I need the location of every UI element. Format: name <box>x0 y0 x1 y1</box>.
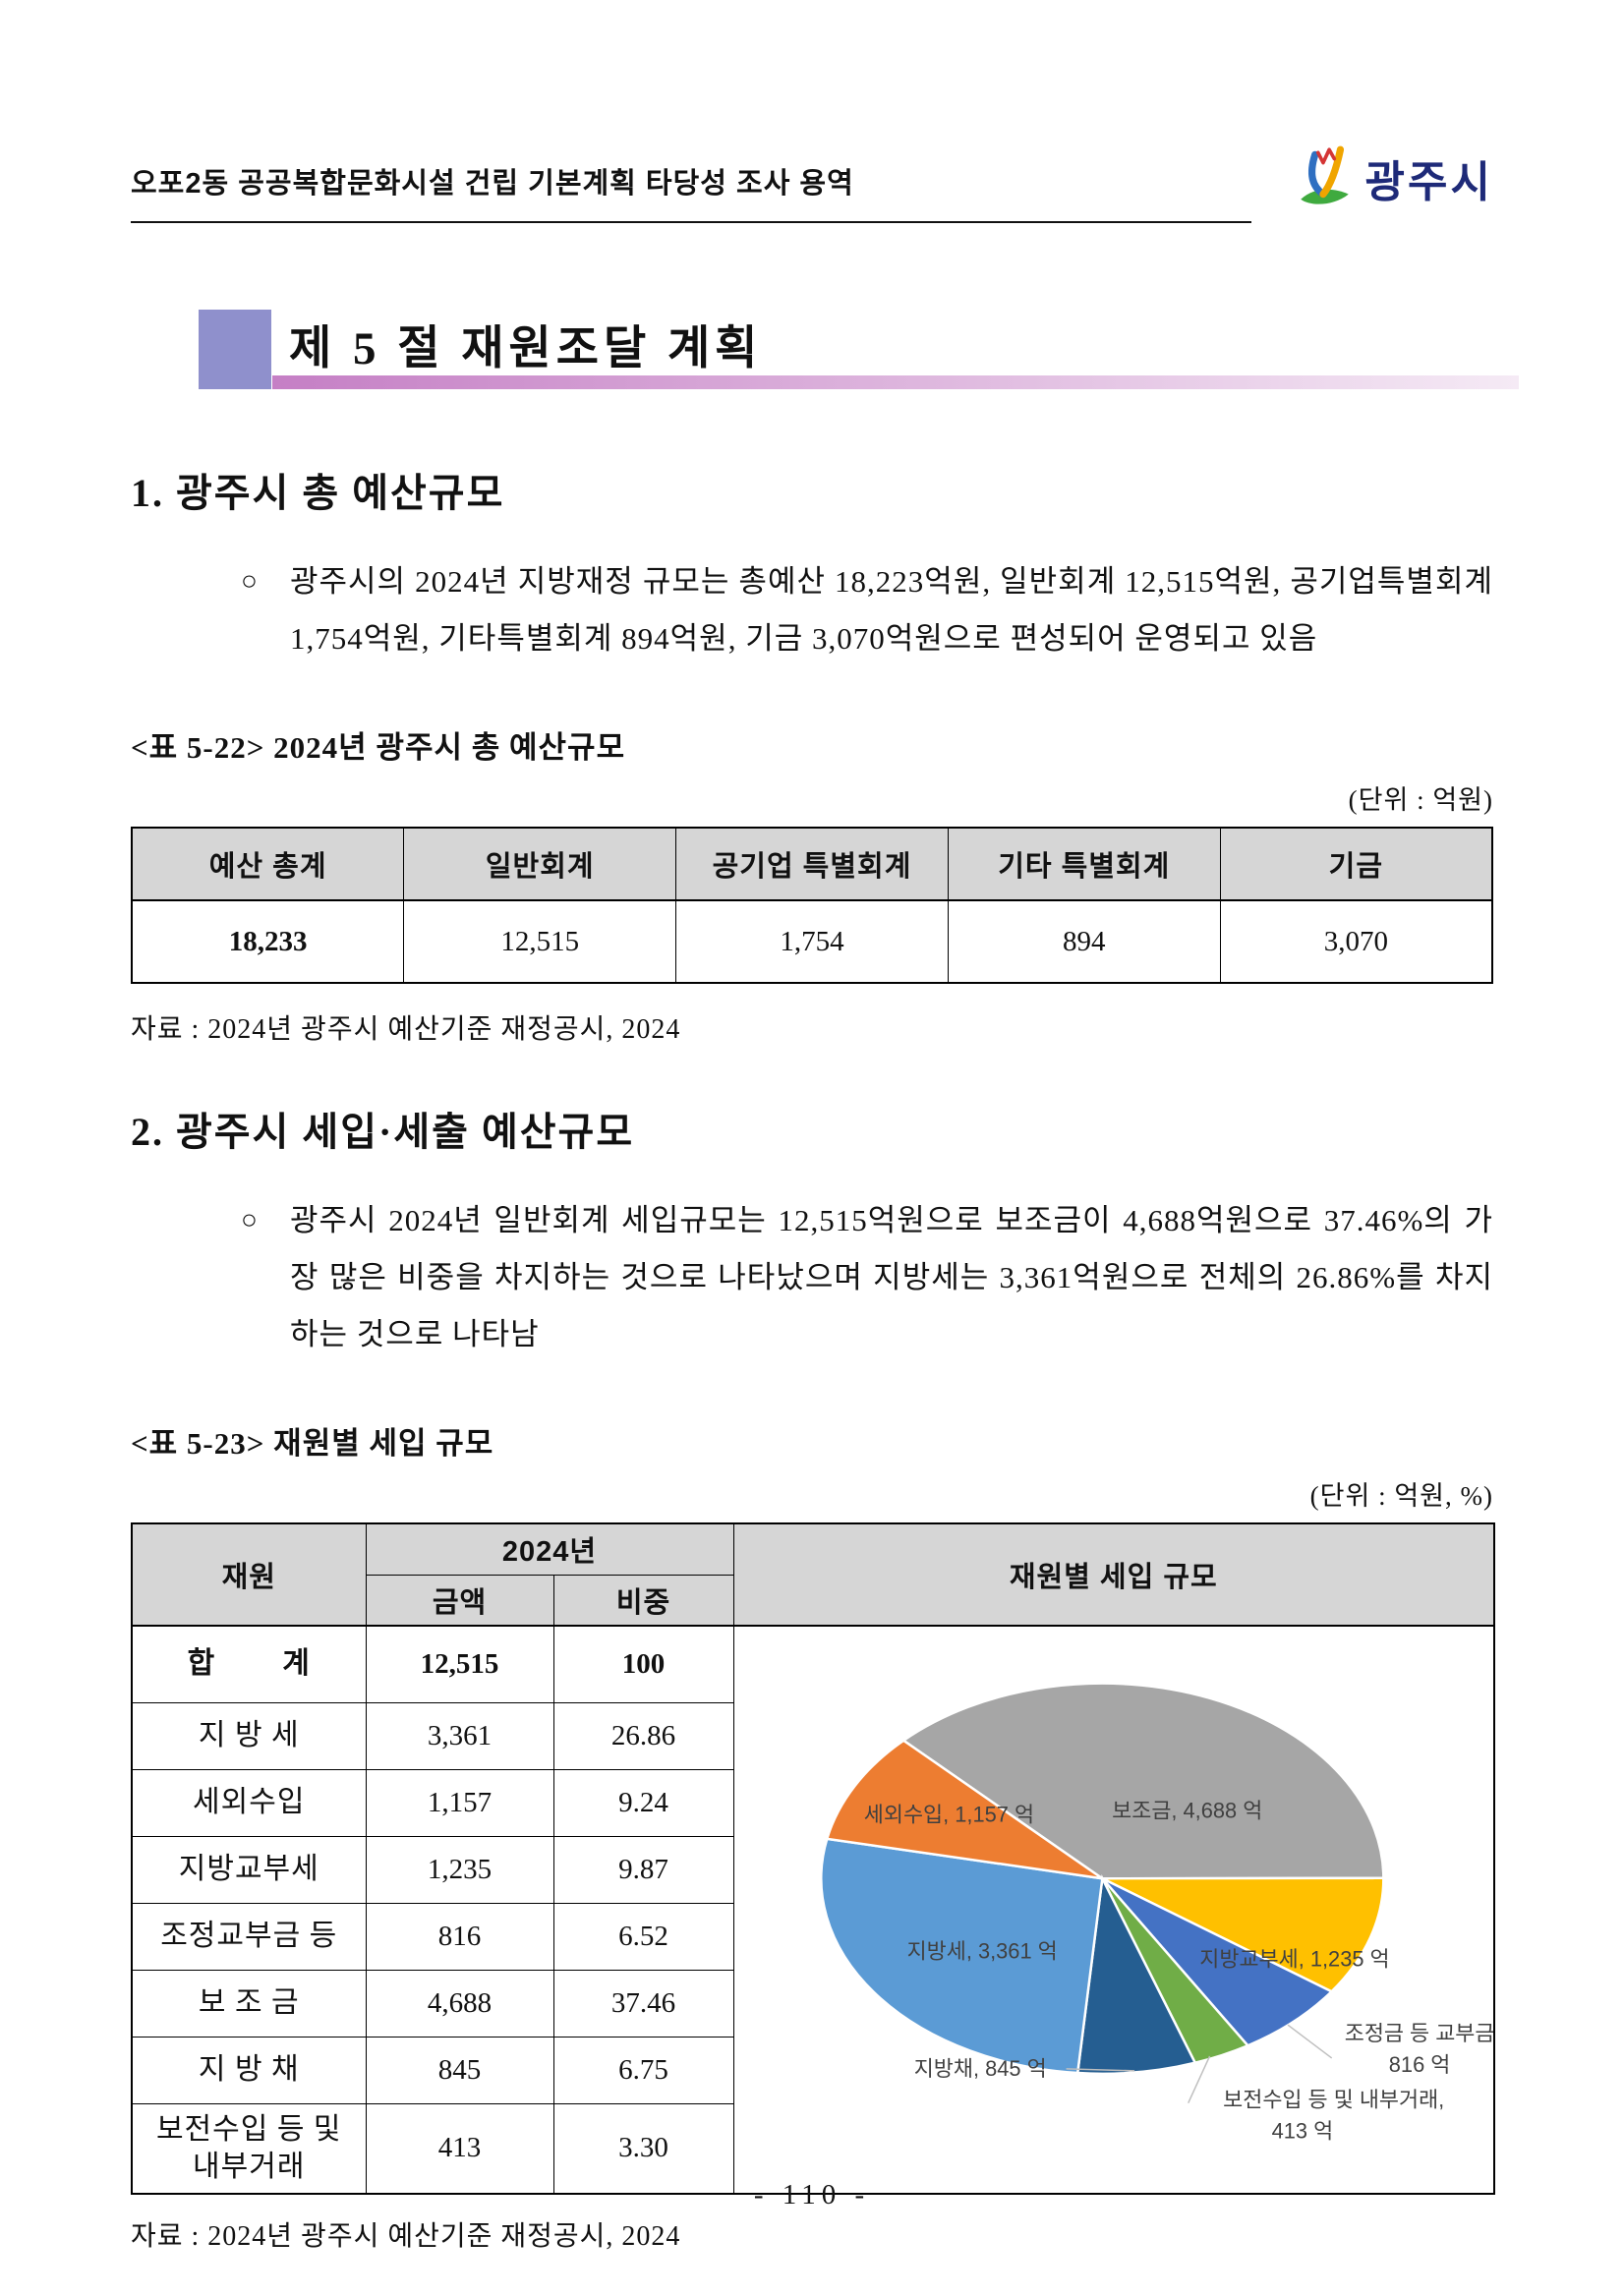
table1-source: 자료 : 2024년 광주시 예산기준 재정공시, 2024 <box>131 1014 681 1045</box>
table-cell: 합 계 <box>131 1625 367 1703</box>
heading-2: 2. 광주시 세입·세출 예산규모 <box>131 1110 635 1154</box>
bullet-paragraph-1: ○ 광주시의 2024년 지방재정 규모는 총예산 18,223억원, 일반회계… <box>241 553 1493 667</box>
header-title: 오포2동 공공복합문화시설 건립 기본계획 타당성 조사 용역 <box>131 168 854 200</box>
table-cell: 조정교부금 등 <box>131 1902 367 1971</box>
table-cell: 3.30 <box>552 2102 734 2195</box>
table-cell: 지 방 세 <box>131 1701 367 1770</box>
table-row: 지 방 세 3,361 26.86 <box>131 1701 1494 1770</box>
table-cell: 3,361 <box>365 1701 554 1770</box>
pie-label-jojeong-gyobugeum: 조정금 등 교부금 <box>1344 2021 1493 2045</box>
table2-unit-label: (단위 : 억원, %) <box>1309 1481 1493 1511</box>
page-number: - 110 - <box>753 2179 871 2210</box>
city-logo-text: 광주시 <box>1364 157 1493 206</box>
pie-leader-jojeong-gyobugeum <box>1287 2024 1332 2059</box>
table-cell: 12,515 <box>365 1625 554 1703</box>
revenue-by-source-table: 재원 2024년 재원별 세입 규모 금액 비중 합 계 12,515 100 … <box>131 1522 1496 2195</box>
table-cell: 지방교부세 <box>131 1835 367 1904</box>
table1-unit-label: (단위 : 억원) <box>1348 785 1493 815</box>
table-cell: 6.52 <box>552 1902 734 1971</box>
document-header: 오포2동 공공복합문화시설 건립 기본계획 타당성 조사 용역 광주시 <box>131 0 1493 223</box>
pie-slice-seoe-suip <box>825 1739 1103 1880</box>
table-row: 보전수입 등 및 내부거래 413 3.30 <box>131 2102 1494 2195</box>
section-title: 제 5 절 재원조달 계획 <box>289 323 763 374</box>
bullet-text-2: 광주시 2024년 일반회계 세입규모는 12,515억원으로 보조금이 4,6… <box>290 1203 1493 1351</box>
table-cell: 413 <box>365 2102 554 2195</box>
table-header-cell-source: 재원 <box>131 1522 367 1627</box>
bullet-text-1: 광주시의 2024년 지방재정 규모는 총예산 18,223억원, 일반회계 1… <box>290 564 1493 656</box>
table2-source: 자료 : 2024년 광주시 예산기준 재정공시, 2024 <box>131 2221 681 2252</box>
table2-caption: <표 5-23> 재원별 세입 규모 <box>131 1426 494 1461</box>
pie-label-jibangchae: 지방채, 845 억 <box>913 2056 1046 2081</box>
pie-slice-bojogeum <box>900 1682 1385 1880</box>
table-header-cell-share: 비중 <box>552 1574 734 1627</box>
table-header-row: 예산 총계 일반회계 공기업 특별회계 기타 특별회계 기금 <box>131 827 1493 901</box>
table-cell: 6.75 <box>552 2036 734 2104</box>
table-cell: 100 <box>552 1625 734 1703</box>
city-logo: 광주시 <box>1295 144 1493 211</box>
pie-leader-bojeon-suip <box>1187 2055 1210 2103</box>
table-header-cell: 기금 <box>1219 827 1493 901</box>
table-cell: 1,235 <box>365 1835 554 1904</box>
table-cell: 845 <box>365 2036 554 2104</box>
table-cell: 1,157 <box>365 1768 554 1837</box>
table1-caption-block: <표 5-22> 2024년 광주시 총 예산규모 (단위 : 억원) <box>131 722 1493 817</box>
pie-label-jibang-gyobuse: 지방교부세, 1,235 억 <box>1199 1947 1389 1972</box>
pie-leader-jibangchae <box>1066 2068 1134 2072</box>
table-row: 18,233 12,515 1,754 894 3,070 <box>131 899 1493 984</box>
header-divider <box>131 221 1251 223</box>
table-header-cell: 예산 총계 <box>131 827 405 901</box>
pie-label-bojogeum: 보조금, 4,688 억 <box>1112 1799 1262 1823</box>
banner-gradient-bar <box>272 375 1519 389</box>
pie-label-bojeon-suip: 413 억 <box>1271 2118 1333 2143</box>
table-cell: 9.24 <box>552 1768 734 1837</box>
table-row: 조정교부금 등 816 6.52 <box>131 1902 1494 1971</box>
table-cell: 세외수입 <box>131 1768 367 1837</box>
table-header-cell: 기타 특별회계 <box>947 827 1221 901</box>
pie-label-jojeong-gyobugeum: 816 억 <box>1388 2052 1450 2077</box>
heading-1: 1. 광주시 총 예산규모 <box>131 471 505 515</box>
chart-title-cell: 재원별 세입 규모 <box>732 1522 1495 1627</box>
bullet-paragraph-2: ○ 광주시 2024년 일반회계 세입규모는 12,515억원으로 보조금이 4… <box>241 1192 1493 1363</box>
table-cell: 894 <box>947 899 1221 984</box>
table-cell: 37.46 <box>552 1969 734 2038</box>
pie-slice-jojeong-gyobugeum <box>1100 1877 1334 2047</box>
bullet-marker: ○ <box>241 1205 258 1235</box>
pie-label-jibangse: 지방세, 3,361 억 <box>906 1939 1057 1964</box>
table-cell: 12,515 <box>403 899 677 984</box>
pie-label-seoe-suip: 세외수입, 1,157 억 <box>863 1803 1033 1827</box>
table-subheader-row: 금액 비중 <box>132 1574 1494 1627</box>
table-cell: 816 <box>365 1902 554 1971</box>
table-cell: 4,688 <box>365 1969 554 2038</box>
table-cell: 3,070 <box>1219 899 1493 984</box>
table-row: 보 조 금 4,688 37.46 <box>131 1969 1494 2038</box>
table-header-cell-amount: 금액 <box>365 1574 554 1627</box>
bullet-marker: ○ <box>241 566 258 597</box>
table-header-cell-year: 2024년 <box>365 1522 734 1576</box>
table-header-row: 재원 2024년 재원별 세입 규모 <box>131 1522 1495 1627</box>
pie-slice-jibangchae <box>1075 1874 1197 2076</box>
table-cell: 18,233 <box>131 899 405 984</box>
banner-square-decor <box>199 310 271 389</box>
table-cell: 1,754 <box>675 899 949 984</box>
table-header-cell: 일반회계 <box>403 827 677 901</box>
table2-caption-block: <표 5-23> 재원별 세입 규모 (단위 : 억원, %) <box>131 1418 1493 1513</box>
table-row: 지방교부세 1,235 9.87 <box>131 1835 1494 1904</box>
table-cell: 9.87 <box>552 1835 734 1904</box>
table1-caption: <표 5-22> 2024년 광주시 총 예산규모 <box>131 730 626 765</box>
table-cell: 지 방 채 <box>131 2036 367 2104</box>
section-banner: 제 5 절 재원조달 계획 <box>0 310 1624 408</box>
table-cell: 26.86 <box>552 1701 734 1770</box>
table-header-cell: 공기업 특별회계 <box>675 827 949 901</box>
pie-slice-jibangse <box>819 1837 1104 2075</box>
city-logo-icon <box>1295 144 1356 211</box>
budget-total-table: 예산 총계 일반회계 공기업 특별회계 기타 특별회계 기금 18,233 12… <box>131 827 1493 984</box>
pie-label-bojeon-suip: 보전수입 등 및 내부거래, <box>1223 2088 1444 2112</box>
table-cell: 보 조 금 <box>131 1969 367 2038</box>
table-cell: 보전수입 등 및 내부거래 <box>131 2102 367 2195</box>
pie-slice-jibang-gyobuse <box>1101 1876 1385 1993</box>
